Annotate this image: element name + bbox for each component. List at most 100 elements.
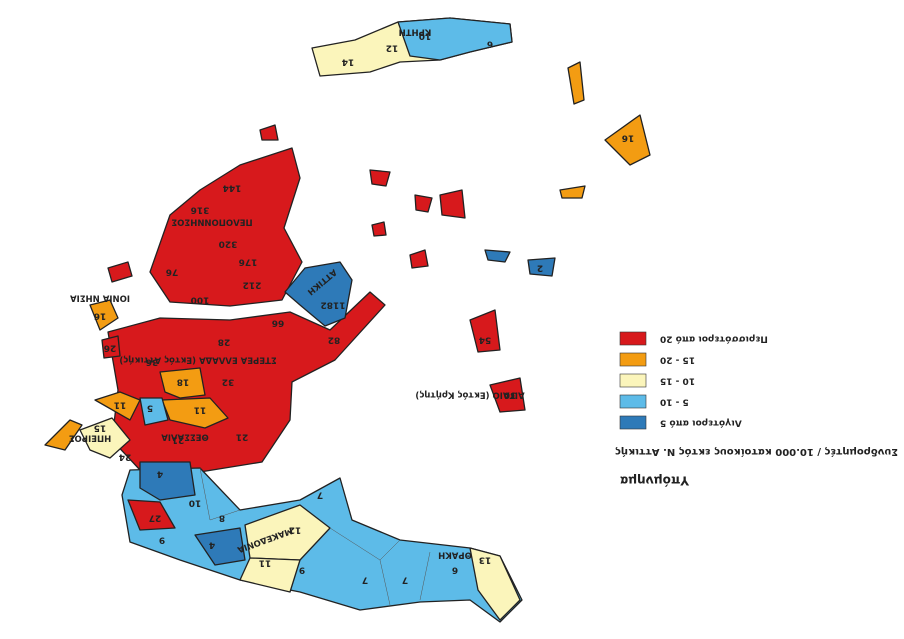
island [409,249,429,269]
region-crete-east [397,17,513,61]
region-label: ΑΙΓΑΙΟ (Εκτός Κρήτης) [415,390,524,401]
legend-swatch [619,352,647,367]
island [414,194,433,213]
value-label: 11 [114,400,127,410]
value-label: 7 [317,490,323,500]
legend-swatch [619,415,647,430]
region-peloponnese [149,147,303,307]
value-label: 5 [147,403,153,413]
region-label: ΠΕΛΟΠΟΝΝΗΣΟΣ [171,217,252,227]
value-label: 30 [504,390,517,400]
island [259,124,279,141]
region-epirus-1 [79,417,131,459]
value-label: 11 [259,558,272,568]
value-label: 66 [272,318,285,328]
value-label: 15 [94,423,107,433]
region-central [107,291,386,473]
value-label: 16 [94,311,107,321]
value-label: 11 [194,405,207,415]
value-label: 2 [537,263,543,273]
island [44,419,83,451]
value-label: 6 [452,565,458,575]
region-orange-1 [159,367,206,399]
value-label: 8 [219,513,225,523]
region-label: ΗΠΕΙΡΟΣ [69,433,112,443]
island [369,169,391,187]
island [469,309,501,353]
island [107,261,133,283]
island [604,114,651,166]
region-label: ΣΤΕΡΕΑ ΕΛΛΑΔΑ (Εκτός Αττικής) [119,355,277,366]
value-label: 10 [419,31,432,41]
value-label: 9 [299,565,305,575]
region-blue-2 [139,461,196,501]
island [489,377,526,413]
value-label: 320 [219,239,238,249]
value-label: 212 [243,280,262,290]
value-label: 21 [236,432,249,442]
value-label: 100 [191,295,210,305]
value-label: 28 [218,337,231,347]
region-label: ΚΡΗΤΗ [399,27,432,37]
region-blue-1 [139,397,169,426]
value-label: 10 [189,498,202,508]
legend-label: 15 - 20 [660,355,695,365]
value-label: 12 [289,525,302,535]
legend-swatch [619,331,647,346]
value-label: 36 [146,357,159,367]
legend-title: Υπόμνημα [620,474,690,488]
region-yellow-mac-2 [239,557,301,593]
value-label: 27 [149,513,162,523]
legend-label: 10 - 15 [660,376,695,386]
value-label: 54 [479,335,492,345]
region-macedonia [121,467,523,623]
legend-label: Περισσότεροι από 20 [660,334,768,345]
value-label: 16 [622,133,635,143]
value-label: 316 [191,205,210,215]
value-label: 24 [119,452,132,462]
legend-label: Λιγότεροι από 5 [660,418,742,429]
value-label: 1182 [320,300,345,310]
value-label: 7 [402,575,408,585]
value-label: 26 [104,343,117,353]
border [199,467,431,606]
value-label: 12 [386,43,399,53]
value-label: 176 [239,257,258,267]
value-label: 13 [479,555,492,565]
legend-label: 5 - 10 [660,397,689,407]
island [527,257,556,277]
region-blue-3 [194,527,246,566]
value-label: 18 [177,377,190,387]
value-label: 21 [172,435,185,445]
region-red-north [127,499,176,531]
island [484,249,511,263]
island [371,221,387,237]
region-yellow-mac [244,504,331,561]
island [439,189,466,219]
value-label: 4 [157,469,163,479]
value-label: 76 [166,267,179,277]
region-label: ΘΡΑΚΗ [438,550,472,560]
value-label: 4 [209,540,215,550]
value-label: 32 [222,377,235,387]
island [89,299,119,331]
value-label: 82 [328,335,341,345]
island [567,61,585,105]
value-label: 9 [159,535,165,545]
legend-subtitle: Συνδρομητές / 10.000 κατοίκους εκτός Ν. … [615,446,898,458]
region-label: ΙΟΝΙΑ ΝΗΣΙΑ [70,293,130,303]
region-evros [469,547,521,621]
island [101,335,121,359]
region-attica [284,261,353,327]
value-label: 144 [223,183,242,193]
region-label: ΘΕΣΣΑΛΙΑ [161,432,209,442]
value-label: 7 [362,575,368,585]
value-label: 6 [487,39,493,49]
island [559,185,586,199]
region-orange-2 [161,397,229,429]
value-label: 14 [342,57,355,67]
legend-swatch [619,373,647,388]
legend: Υπόμνημα Συνδρομητές / 10.000 κατοίκους … [615,331,898,488]
